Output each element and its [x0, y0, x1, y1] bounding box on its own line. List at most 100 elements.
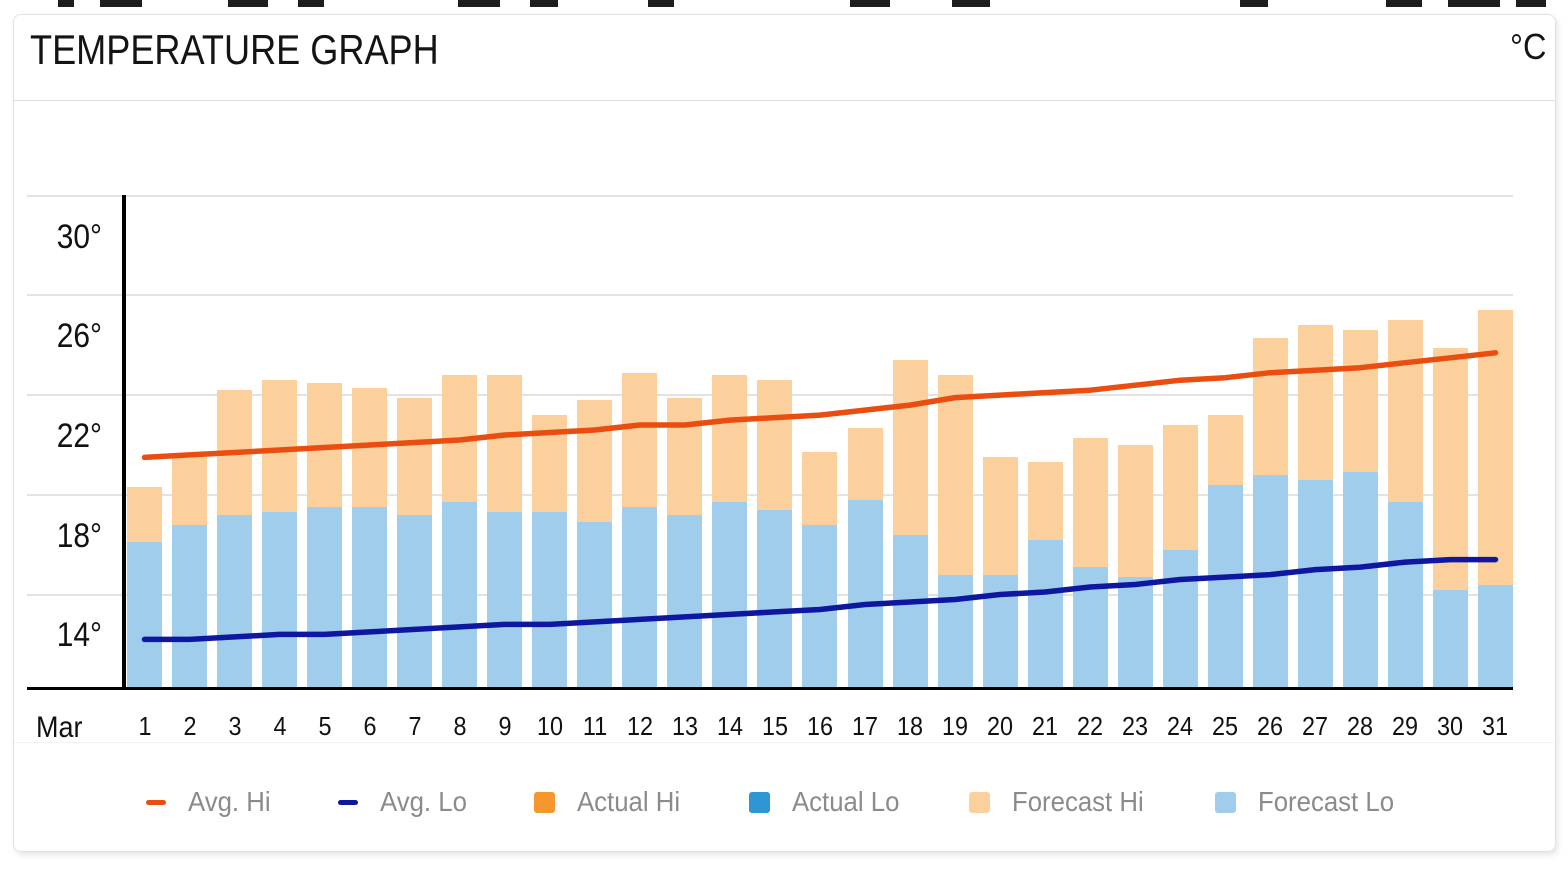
- x-axis-day-label: 16: [806, 711, 833, 741]
- forecast-hi-bar: [577, 400, 613, 523]
- x-axis-day-label: 4: [273, 711, 287, 741]
- forecast-lo-bar: [802, 524, 838, 687]
- forecast-hi-bar: [937, 375, 973, 575]
- forecast-lo-bar: [1072, 567, 1108, 687]
- x-axis-day-label: 29: [1392, 711, 1419, 741]
- forecast-hi-bar: [1162, 425, 1198, 550]
- forecast-lo-bar: [667, 514, 703, 687]
- forecast-lo-bar: [982, 574, 1018, 687]
- x-axis-day-label: 5: [318, 711, 332, 741]
- x-axis-day-label: 13: [671, 711, 698, 741]
- forecast-hi-bar: [892, 360, 928, 535]
- forecast-hi-bar: [442, 375, 478, 503]
- x-axis-day-label: 11: [582, 711, 607, 741]
- gridline: [27, 294, 1513, 297]
- page-title: TEMPERATURE GRAPH: [30, 26, 439, 73]
- forecast-lo-bar: [442, 502, 478, 687]
- x-axis-day-label: 23: [1122, 711, 1149, 741]
- forecast-hi-bar: [1252, 337, 1288, 475]
- forecast-hi-bar: [622, 372, 658, 508]
- x-axis-day-label: 8: [453, 711, 467, 741]
- y-axis-tick-label: 30°: [56, 217, 102, 256]
- forecast-lo-bar: [1432, 589, 1468, 687]
- x-axis-day-label: 6: [363, 711, 377, 741]
- x-axis-day-label: 30: [1437, 711, 1464, 741]
- forecast-lo-bar: [847, 499, 883, 687]
- x-axis-day-label: 1: [137, 711, 152, 741]
- actual-hi-swatch-icon: [534, 791, 556, 813]
- forecast-lo-bar: [532, 512, 568, 687]
- y-axis-tick-label: 14°: [56, 616, 102, 655]
- legend-item-actual-hi: Actual Hi: [534, 786, 689, 818]
- forecast-hi-bar: [1297, 325, 1333, 480]
- forecast-lo-bar: [1297, 479, 1333, 687]
- forecast-hi-bar: [1027, 462, 1063, 540]
- forecast-hi-bar: [262, 380, 298, 513]
- forecast-lo-bar: [937, 574, 973, 687]
- forecast-hi-bar: [1432, 347, 1468, 590]
- forecast-lo-bar: [1387, 502, 1423, 687]
- x-axis-day-label: 27: [1302, 711, 1329, 741]
- forecast-hi-bar: [397, 397, 433, 515]
- forecast-hi-bar: [172, 457, 208, 525]
- legend-label: Forecast Hi: [1012, 786, 1144, 817]
- forecast-hi-bar: [712, 375, 748, 503]
- legend-item-actual-lo: Actual Lo: [749, 786, 909, 818]
- forecast-hi-bar: [802, 452, 838, 525]
- forecast-hi-bar: [307, 382, 343, 508]
- y-axis-tick-label: 26°: [56, 317, 102, 356]
- gridline: [27, 194, 1513, 197]
- forecast-lo-bar: [1027, 539, 1063, 687]
- forecast-lo-bar: [1252, 474, 1288, 687]
- forecast-hi-bar: [847, 427, 883, 500]
- x-axis-day-label: 22: [1077, 711, 1104, 741]
- forecast-lo-bar: [757, 509, 793, 687]
- x-axis-day-label: 19: [942, 711, 969, 741]
- x-axis-day-label: 31: [1482, 711, 1509, 741]
- forecast-hi-bar: [1072, 437, 1108, 568]
- forecast-hi-bar: [982, 457, 1018, 575]
- x-axis-day-label: 9: [498, 711, 512, 741]
- legend-label: Forecast Lo: [1258, 786, 1395, 817]
- x-axis-day-label: 10: [536, 711, 563, 741]
- forecast-hi-bar: [1387, 320, 1423, 503]
- x-axis-day-label: 26: [1257, 711, 1284, 741]
- x-axis-day-label: 17: [851, 711, 879, 741]
- forecast-lo-swatch-icon: [1215, 791, 1237, 813]
- forecast-hi-bar: [1207, 415, 1243, 485]
- forecast-hi-bar: [1477, 310, 1513, 585]
- forecast-lo-bar: [172, 524, 208, 687]
- actual-lo-swatch-icon: [749, 791, 771, 813]
- x-axis-day-label: 3: [228, 711, 242, 741]
- legend-item-forecast-hi: Forecast Hi: [969, 786, 1155, 818]
- legend-item-avg-hi: Avg. Hi: [146, 786, 278, 818]
- legend-label: Avg. Lo: [379, 786, 467, 817]
- forecast-lo-bar: [217, 514, 253, 687]
- forecast-lo-bar: [487, 512, 523, 687]
- forecast-lo-bar: [577, 522, 613, 687]
- y-axis-tick-label: 18°: [56, 516, 102, 555]
- forecast-lo-bar: [892, 534, 928, 687]
- unit-label: °C: [1509, 26, 1546, 67]
- header-divider: [13, 100, 1556, 101]
- legend-item-forecast-lo: Forecast Lo: [1215, 786, 1406, 818]
- forecast-hi-bar: [352, 387, 388, 508]
- forecast-hi-bar: [1342, 330, 1378, 473]
- x-axis-day-label: 7: [408, 711, 422, 741]
- x-axis-day-label: 21: [1032, 711, 1059, 741]
- forecast-hi-bar: [1117, 444, 1153, 578]
- legend-item-avg-lo: Avg. Lo: [337, 786, 474, 818]
- forecast-lo-bar: [1162, 549, 1198, 687]
- x-axis-line: [27, 687, 1513, 690]
- forecast-hi-bar: [217, 390, 253, 515]
- forecast-hi-bar: [487, 375, 523, 513]
- x-axis-day-label: 28: [1347, 711, 1374, 741]
- forecast-lo-bar: [1207, 484, 1243, 687]
- avg-lo-swatch-icon: [337, 799, 358, 805]
- legend-label: Actual Hi: [577, 786, 681, 817]
- x-axis-day-label: 20: [987, 711, 1014, 741]
- forecast-hi-bar: [532, 415, 568, 513]
- dates-divider: [14, 742, 1555, 743]
- forecast-lo-bar: [397, 514, 433, 687]
